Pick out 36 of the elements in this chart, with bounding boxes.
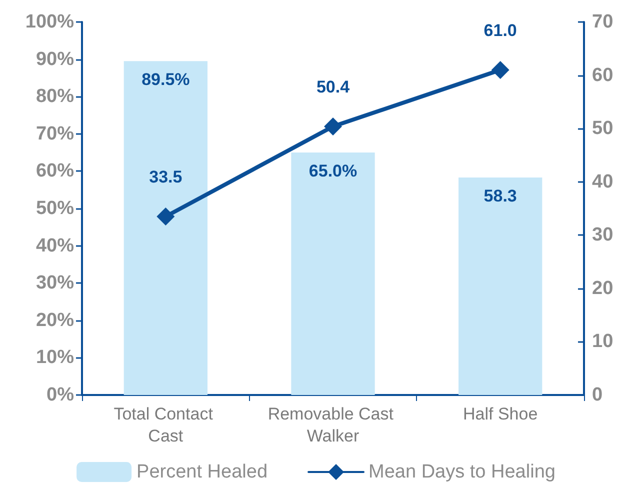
data-label: 65.0%	[308, 162, 358, 181]
y-tick-label: 20%	[36, 310, 74, 331]
y2-tick-label: 60	[592, 64, 614, 86]
bar	[124, 61, 208, 395]
y-tick-label: 100%	[25, 12, 74, 32]
y-tick-label: 40%	[36, 235, 74, 256]
y2-tick-label: 40	[592, 171, 614, 192]
y-tick-label: 60%	[36, 160, 74, 182]
data-label: 58.3	[484, 186, 517, 206]
data-label: 50.4	[316, 77, 350, 96]
y2-tick-label: 70	[592, 12, 614, 32]
data-label: 89.5%	[142, 70, 190, 90]
point	[324, 117, 342, 136]
x-tick-label: Removable Cast Walker	[268, 404, 398, 446]
x-tick-label: Total Contact Cast	[114, 404, 218, 446]
y2-tick-label: 0	[592, 384, 603, 406]
point	[491, 60, 510, 79]
x-tick-label: Half Shoe	[462, 404, 538, 424]
y-tick-label: 80%	[36, 86, 74, 108]
y-tick-label: 90%	[36, 48, 74, 70]
y2-tick-label: 10	[592, 331, 614, 352]
data-label: 33.5	[149, 167, 182, 186]
legend-label: Mean Days to Healing	[368, 462, 556, 482]
point	[156, 207, 175, 226]
y-tick-label: 30%	[36, 272, 74, 294]
bar	[458, 178, 542, 395]
y2-tick-label: 50	[592, 118, 614, 140]
y2-tick-label: 30	[592, 224, 614, 246]
bar	[291, 152, 375, 395]
y-tick-label: 10%	[36, 347, 74, 368]
y-tick-label: 50%	[36, 198, 74, 219]
y-tick-label: 0%	[46, 384, 74, 406]
legend-label: Percent Healed	[136, 462, 268, 482]
y2-tick-label: 20	[592, 278, 614, 299]
y-tick-label: 70%	[36, 123, 74, 144]
data-label: 61.0	[484, 20, 517, 40]
